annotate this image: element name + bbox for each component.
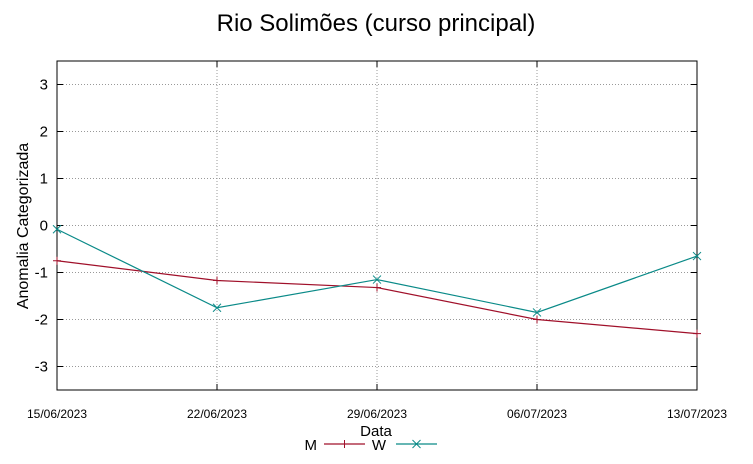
y-tick-label: -3 bbox=[35, 359, 48, 376]
series-w-marker bbox=[52, 224, 62, 234]
series-w-point bbox=[372, 275, 382, 284]
y-tick-label: -1 bbox=[35, 265, 48, 282]
series-w-point bbox=[692, 251, 702, 261]
series-w-marker bbox=[532, 308, 542, 317]
x-tick-label: 15/06/2023 bbox=[27, 407, 87, 421]
grid bbox=[57, 61, 697, 390]
series-m-point bbox=[693, 329, 701, 338]
x-axis-label: Data bbox=[360, 423, 392, 440]
x-tick-label: 22/06/2023 bbox=[187, 407, 247, 421]
x-axis: 15/06/2023 22/06/2023 29/06/2023 06/07/2023… bbox=[27, 61, 727, 421]
series-w-marker bbox=[212, 303, 222, 313]
x-tick-label: 06/07/2023 bbox=[507, 407, 567, 421]
series-m-point bbox=[53, 256, 61, 265]
chart-title: Rio Solimões (curso principal) bbox=[217, 10, 536, 37]
series-m-point bbox=[213, 276, 221, 285]
y-tick-label: 2 bbox=[40, 124, 48, 141]
x-tick-label: 13/07/2023 bbox=[667, 407, 727, 421]
legend-marker-w bbox=[412, 439, 421, 449]
legend-marker-w bbox=[412, 439, 421, 449]
series-layer bbox=[52, 224, 702, 338]
series-m-point bbox=[373, 283, 381, 292]
y-tick-label: 1 bbox=[40, 171, 48, 188]
series-m bbox=[53, 256, 701, 338]
legend-marker-m bbox=[340, 440, 349, 448]
series-w-point bbox=[52, 224, 62, 234]
x-tick-label: 29/06/2023 bbox=[347, 407, 407, 421]
y-tick-label: 3 bbox=[40, 77, 48, 94]
legend-label-w: W bbox=[372, 437, 387, 454]
series-w-point bbox=[212, 303, 222, 313]
y-tick-label: 0 bbox=[40, 218, 48, 235]
series-w-marker bbox=[692, 251, 702, 261]
series-w-point bbox=[532, 308, 542, 317]
legend-label-m: M bbox=[305, 437, 318, 454]
series-m-point bbox=[533, 315, 541, 324]
series-w-marker bbox=[372, 275, 382, 284]
y-tick-label: -2 bbox=[35, 312, 48, 329]
series-w bbox=[52, 224, 702, 317]
y-axis: -3 -2 -1 0 1 2 3 bbox=[35, 77, 697, 376]
y-axis-label: Anomalia Categorizada bbox=[15, 143, 32, 309]
